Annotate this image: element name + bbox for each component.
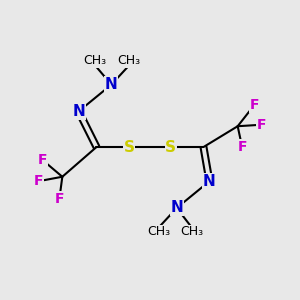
- Text: F: F: [237, 140, 247, 154]
- Text: F: F: [38, 153, 48, 167]
- Text: CH₃: CH₃: [180, 225, 203, 238]
- Text: N: N: [72, 104, 85, 119]
- Text: N: N: [170, 200, 183, 215]
- Text: CH₃: CH₃: [118, 54, 141, 67]
- Text: F: F: [34, 174, 43, 188]
- Text: F: F: [55, 192, 64, 206]
- Text: F: F: [249, 98, 259, 112]
- Text: N: N: [105, 77, 118, 92]
- Text: S: S: [124, 140, 135, 154]
- Text: S: S: [165, 140, 176, 154]
- Text: CH₃: CH₃: [147, 225, 170, 238]
- Text: N: N: [203, 174, 216, 189]
- Text: F: F: [257, 118, 266, 132]
- Text: CH₃: CH₃: [83, 54, 106, 67]
